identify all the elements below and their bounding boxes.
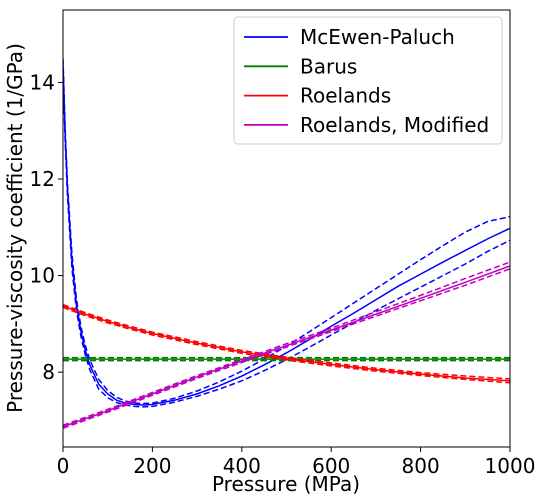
series-roelands-modified-upper-bound [63, 261, 510, 426]
series-mcewen-paluch-line [63, 63, 510, 406]
x-axis: 0 200 400 600 800 1000 [57, 447, 536, 478]
y-axis: 8 10 12 14 [30, 70, 63, 384]
legend-label: Barus [300, 54, 357, 78]
y-tick-label: 10 [30, 264, 55, 288]
series-layer [63, 58, 510, 429]
legend-label: Roelands, Modified [300, 113, 489, 137]
series-roelands-modified-line [63, 265, 510, 428]
x-tick-label: 0 [57, 454, 70, 478]
y-tick-label: 12 [30, 167, 55, 191]
legend: McEwen-Paluch Barus Roelands Roelands, Modi… [233, 16, 503, 145]
x-axis-label: Pressure (MPa) [212, 472, 360, 496]
series-mcewen-paluch-lower-bound [63, 72, 510, 408]
y-tick-label: 8 [42, 360, 55, 384]
legend-label: Roelands [300, 84, 391, 108]
x-tick-label: 1000 [485, 454, 536, 478]
series-roelands-lower-bound [63, 306, 510, 384]
x-tick-label: 200 [133, 454, 171, 478]
y-tick-label: 14 [30, 70, 55, 94]
x-tick-label: 400 [223, 454, 261, 478]
legend-box [233, 16, 503, 145]
plot-frame [62, 9, 511, 448]
x-tick-label: 800 [402, 454, 440, 478]
legend-label: McEwen-Paluch [300, 25, 455, 49]
x-tick-label: 600 [312, 454, 350, 478]
series-mcewen-paluch-upper-bound [63, 58, 510, 405]
series-roelands-modified-lower-bound [63, 268, 510, 429]
series-roelands-upper-bound [63, 303, 510, 380]
series-roelands-line [63, 305, 510, 382]
y-axis-label: Pressure-viscosity coefficient (1/GPa) [3, 43, 27, 413]
